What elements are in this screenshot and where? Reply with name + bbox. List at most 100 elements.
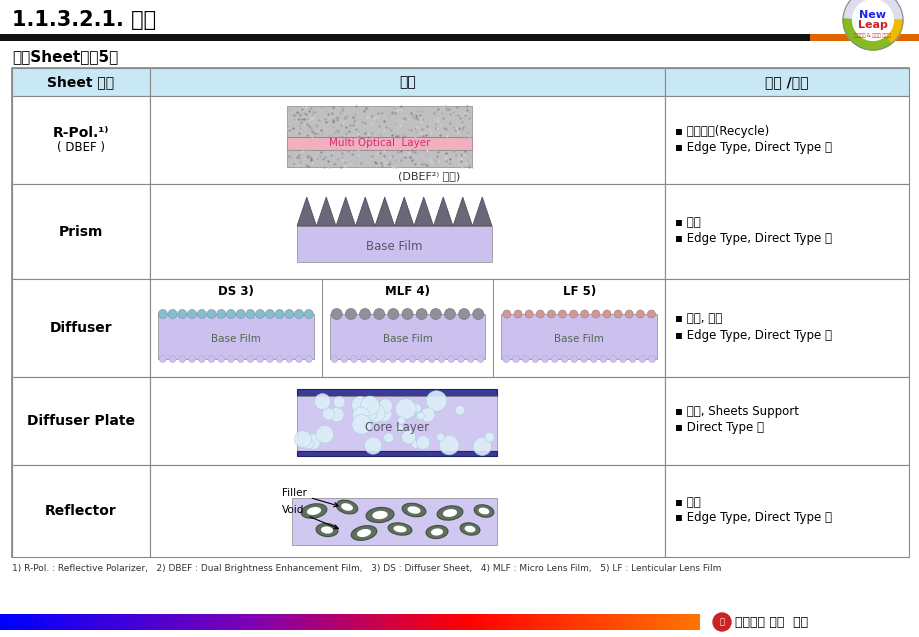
Text: Diffuser Plate: Diffuser Plate xyxy=(27,414,135,428)
Bar xyxy=(306,614,307,630)
Bar xyxy=(634,614,635,630)
Bar xyxy=(24,614,25,630)
Bar xyxy=(621,614,622,630)
Bar xyxy=(588,614,589,630)
Bar xyxy=(712,614,713,630)
Bar xyxy=(664,614,665,630)
Bar xyxy=(417,614,418,630)
Circle shape xyxy=(295,355,302,362)
Bar xyxy=(676,614,677,630)
Bar xyxy=(85,614,87,630)
Bar xyxy=(232,614,233,630)
Circle shape xyxy=(373,308,384,320)
Bar xyxy=(521,614,522,630)
Bar xyxy=(345,614,346,630)
Bar xyxy=(295,614,296,630)
Bar xyxy=(382,614,383,630)
Circle shape xyxy=(177,310,187,318)
Circle shape xyxy=(437,355,445,362)
Bar xyxy=(377,614,378,630)
Ellipse shape xyxy=(430,529,443,536)
Bar xyxy=(379,614,380,630)
Bar xyxy=(214,614,215,630)
Bar xyxy=(239,614,240,630)
Bar xyxy=(641,614,642,630)
Bar xyxy=(514,614,515,630)
Bar xyxy=(664,279,908,377)
Bar xyxy=(192,614,193,630)
Bar xyxy=(589,614,590,630)
Circle shape xyxy=(159,355,166,362)
Bar xyxy=(4,614,5,630)
Bar xyxy=(75,614,76,630)
Bar xyxy=(664,96,908,184)
Bar xyxy=(501,314,656,359)
Bar xyxy=(330,614,331,630)
Bar xyxy=(642,614,643,630)
Bar xyxy=(423,614,424,630)
Text: LF 5): LF 5) xyxy=(562,285,596,297)
Bar xyxy=(196,614,197,630)
Circle shape xyxy=(267,355,273,362)
Bar xyxy=(13,614,14,630)
Bar xyxy=(357,614,358,630)
Circle shape xyxy=(265,310,274,318)
Bar xyxy=(100,614,101,630)
Bar xyxy=(275,614,276,630)
Circle shape xyxy=(415,308,426,320)
Bar xyxy=(532,614,533,630)
Bar xyxy=(481,614,482,630)
Bar xyxy=(473,614,474,630)
Text: ▪ Edge Type, Direct Type 用: ▪ Edge Type, Direct Type 用 xyxy=(675,232,831,245)
Bar xyxy=(134,614,135,630)
Bar xyxy=(469,614,470,630)
Bar xyxy=(410,614,411,630)
Bar xyxy=(35,614,36,630)
Ellipse shape xyxy=(437,506,462,520)
Bar xyxy=(173,614,174,630)
Bar xyxy=(466,614,467,630)
Bar xyxy=(219,614,220,630)
Bar xyxy=(68,614,69,630)
Bar xyxy=(517,614,518,630)
Bar xyxy=(809,34,919,41)
Bar xyxy=(577,614,578,630)
Circle shape xyxy=(418,355,425,362)
Bar xyxy=(487,614,489,630)
Bar xyxy=(237,614,238,630)
Bar xyxy=(324,614,325,630)
Bar xyxy=(527,614,528,630)
Bar xyxy=(50,614,51,630)
Bar xyxy=(529,614,530,630)
Bar xyxy=(539,614,540,630)
Bar xyxy=(193,614,194,630)
Bar xyxy=(680,614,681,630)
Polygon shape xyxy=(355,197,375,226)
Bar xyxy=(604,614,605,630)
Bar xyxy=(38,614,39,630)
Bar xyxy=(87,614,88,630)
Circle shape xyxy=(444,308,455,320)
Circle shape xyxy=(364,437,381,454)
Bar xyxy=(73,614,74,630)
Circle shape xyxy=(208,355,215,362)
Bar xyxy=(29,614,30,630)
Bar xyxy=(168,614,169,630)
Text: Prism: Prism xyxy=(59,224,103,238)
Bar xyxy=(313,614,314,630)
Bar xyxy=(153,614,154,630)
Bar xyxy=(244,614,245,630)
Bar xyxy=(414,614,415,630)
Bar xyxy=(136,614,137,630)
Bar xyxy=(297,389,496,396)
Circle shape xyxy=(613,310,621,318)
Polygon shape xyxy=(394,197,414,226)
Bar xyxy=(8,614,9,630)
Bar xyxy=(388,614,389,630)
Bar xyxy=(572,614,573,630)
Bar xyxy=(359,614,360,630)
Bar xyxy=(509,614,510,630)
Bar xyxy=(667,614,668,630)
Circle shape xyxy=(570,355,577,362)
Circle shape xyxy=(360,355,367,362)
